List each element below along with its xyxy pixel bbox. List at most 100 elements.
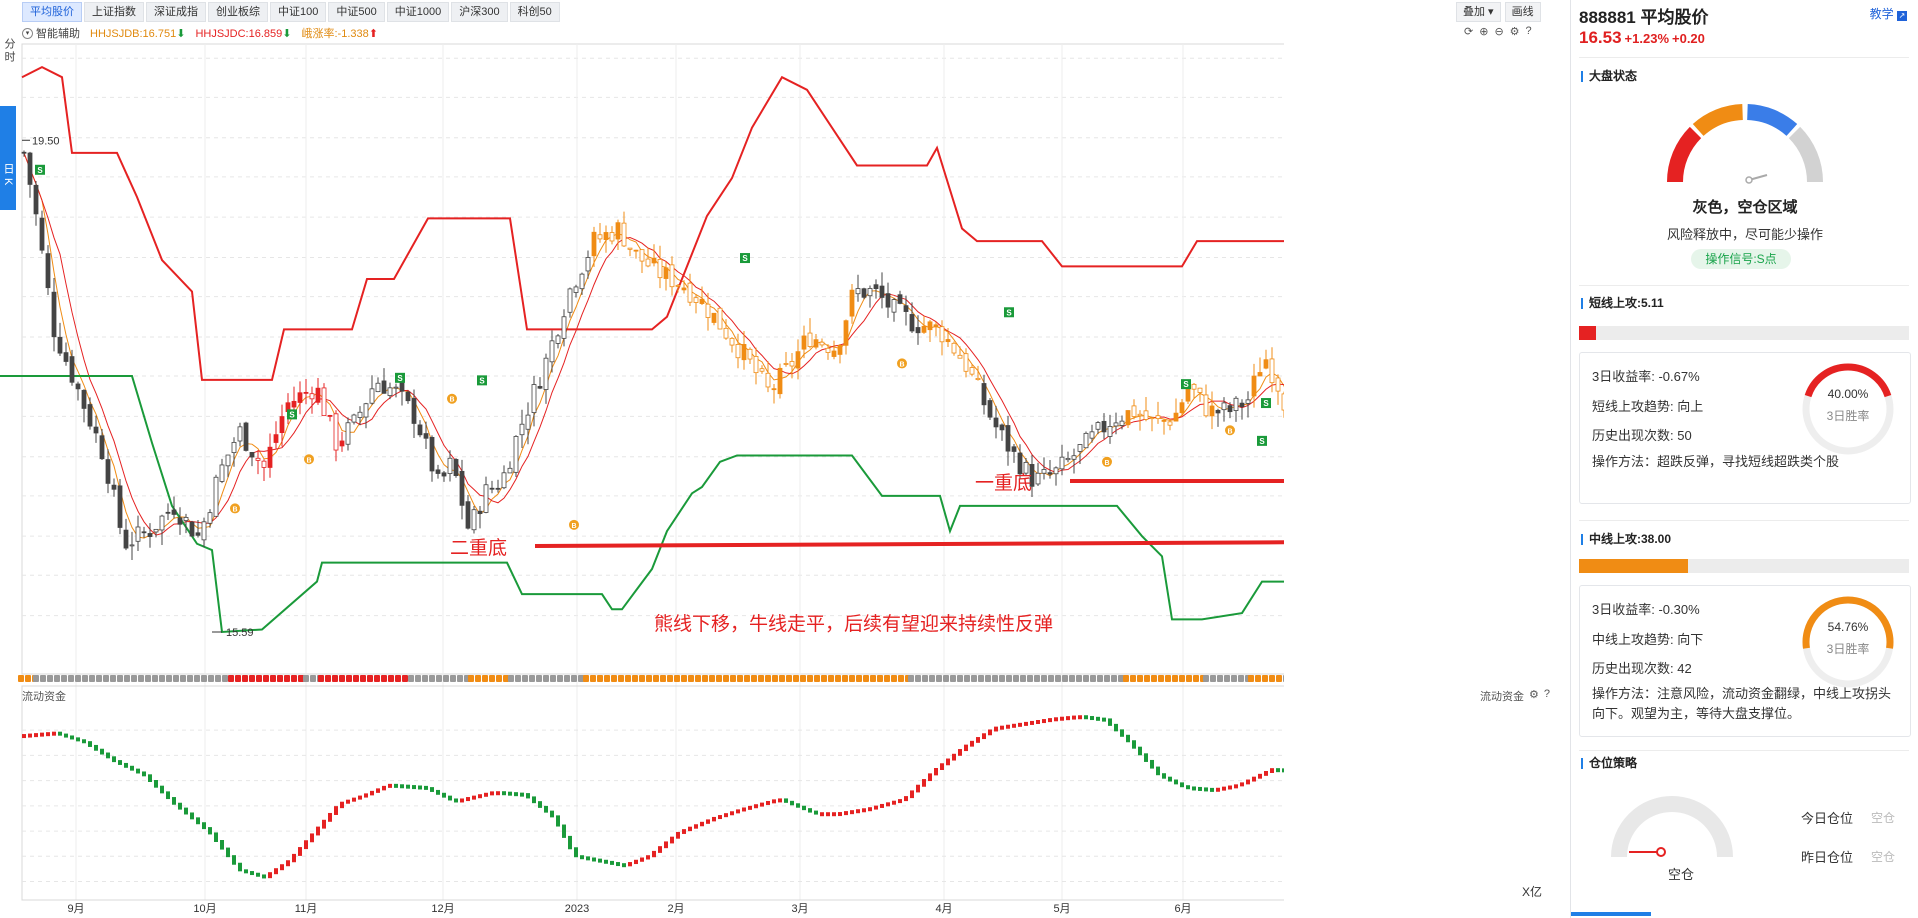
state-bar-cell bbox=[402, 675, 408, 682]
candle-body bbox=[1257, 372, 1263, 377]
smart-assist-toggle[interactable]: ▾ 智能辅助 bbox=[22, 25, 80, 41]
mid-return: 3日收益率: -0.30% bbox=[1592, 602, 1700, 617]
tab-6[interactable]: 中证1000 bbox=[386, 2, 450, 22]
state-bar-cell bbox=[590, 675, 596, 682]
settings-icon[interactable]: ⚙ bbox=[1509, 26, 1520, 38]
flow-bar bbox=[484, 792, 488, 797]
zoom-in-icon[interactable]: ⊕ bbox=[1479, 26, 1489, 38]
candle-body bbox=[381, 380, 387, 394]
candle-body bbox=[885, 293, 891, 308]
tab-fenshi[interactable]: 分时 bbox=[3, 38, 15, 64]
x-tick-label: 2023 bbox=[565, 903, 589, 915]
mid-win-rate: 54.76% bbox=[1827, 620, 1869, 634]
teach-link[interactable]: 教学 ↗ bbox=[1869, 7, 1907, 21]
candle-body bbox=[345, 422, 351, 445]
flow-bar bbox=[868, 807, 872, 812]
candle-body bbox=[771, 388, 777, 391]
bear-line bbox=[21, 66, 1284, 381]
flow-bar bbox=[58, 731, 62, 736]
candle-body bbox=[1101, 420, 1107, 433]
flow-bar bbox=[340, 801, 344, 809]
flow-bar bbox=[628, 862, 632, 867]
tab-7[interactable]: 沪深300 bbox=[451, 2, 508, 22]
flow-bar bbox=[502, 791, 506, 796]
candle-body bbox=[699, 298, 705, 304]
flow-bar bbox=[850, 810, 854, 815]
state-bar-cell bbox=[346, 675, 352, 682]
annotation-first-bottom: 一重底 bbox=[975, 473, 1033, 494]
candle-body bbox=[99, 435, 105, 460]
state-bar-cell bbox=[1238, 675, 1244, 682]
yesterday-position-label: 昨日仓位 bbox=[1801, 850, 1854, 865]
flow-bar bbox=[52, 731, 56, 736]
flow-bar bbox=[1150, 759, 1154, 769]
x-tick-label: 11月 bbox=[295, 903, 317, 915]
x-tick-label: 9月 bbox=[67, 903, 84, 915]
candle-body bbox=[903, 305, 909, 312]
flow-panel-title-right: 流动资金 bbox=[1480, 691, 1524, 703]
low-label: 15.59 bbox=[226, 627, 254, 639]
flow-bar bbox=[1012, 723, 1016, 728]
candle-body bbox=[69, 356, 75, 383]
state-bar-cell bbox=[374, 675, 380, 682]
state-bar-cell bbox=[653, 675, 659, 682]
b-marker bbox=[230, 503, 240, 514]
tab-4[interactable]: 中证100 bbox=[270, 2, 327, 22]
help-icon[interactable]: ? bbox=[1543, 688, 1550, 700]
flow-bar bbox=[604, 859, 608, 864]
flow-panel-title: 流动资金 bbox=[22, 691, 66, 703]
state-bar-cell bbox=[318, 675, 324, 682]
flow-bar bbox=[274, 868, 278, 875]
state-bar-cell bbox=[110, 675, 116, 682]
flow-bar bbox=[574, 847, 578, 858]
candle-body bbox=[447, 457, 453, 474]
candle-body bbox=[39, 217, 45, 251]
panel-scroll-indicator[interactable] bbox=[1571, 912, 1651, 916]
tab-1[interactable]: 上证指数 bbox=[84, 2, 144, 22]
candle-body bbox=[1203, 394, 1209, 417]
state-bar-cell bbox=[744, 675, 750, 682]
flow-bar bbox=[748, 805, 752, 810]
candle-body bbox=[687, 282, 693, 303]
candle-body bbox=[291, 400, 297, 408]
overlay-button[interactable]: 叠加 ▾ bbox=[1456, 2, 1501, 22]
flow-bar bbox=[292, 853, 296, 863]
state-bar-cell bbox=[964, 675, 970, 682]
candle-body bbox=[759, 368, 765, 372]
flow-bar bbox=[766, 800, 770, 805]
tab-2[interactable]: 深证成指 bbox=[146, 2, 206, 22]
flow-bar bbox=[382, 785, 386, 791]
tab-daily-k[interactable]: 日K bbox=[0, 106, 16, 210]
s-marker bbox=[740, 253, 750, 264]
help-icon[interactable]: ? bbox=[1525, 25, 1532, 37]
candle-body bbox=[789, 361, 795, 367]
state-bar-cell bbox=[429, 675, 435, 682]
flow-bar bbox=[622, 863, 626, 868]
candle-body bbox=[939, 326, 945, 343]
draw-line-button[interactable]: 画线 bbox=[1504, 2, 1541, 22]
candle-body bbox=[723, 327, 729, 339]
flow-bar bbox=[454, 798, 458, 803]
state-bar-cell bbox=[1179, 675, 1185, 682]
flow-bar bbox=[1042, 719, 1046, 724]
flow-bar bbox=[700, 821, 704, 827]
candle-body bbox=[45, 253, 51, 289]
candle-body bbox=[855, 288, 861, 295]
tab-0[interactable]: 平均股价 bbox=[22, 2, 82, 22]
refresh-icon[interactable]: ⟳ bbox=[1464, 26, 1474, 38]
flow-bar bbox=[1216, 787, 1220, 792]
candle-body bbox=[669, 264, 675, 288]
state-bar-cell bbox=[915, 675, 921, 682]
settings-icon[interactable]: ⚙ bbox=[1529, 689, 1539, 701]
candle-body bbox=[537, 386, 543, 389]
zoom-out-icon[interactable]: ⊖ bbox=[1494, 26, 1504, 38]
tab-5[interactable]: 中证500 bbox=[328, 2, 385, 22]
candle-body bbox=[597, 234, 603, 240]
flow-bar bbox=[256, 872, 260, 877]
candle-body bbox=[705, 303, 711, 318]
candle-body bbox=[1023, 461, 1029, 474]
gauge-needle-pivot bbox=[1745, 176, 1753, 184]
tab-3[interactable]: 创业板综 bbox=[208, 2, 268, 22]
tab-8[interactable]: 科创50 bbox=[509, 2, 560, 22]
